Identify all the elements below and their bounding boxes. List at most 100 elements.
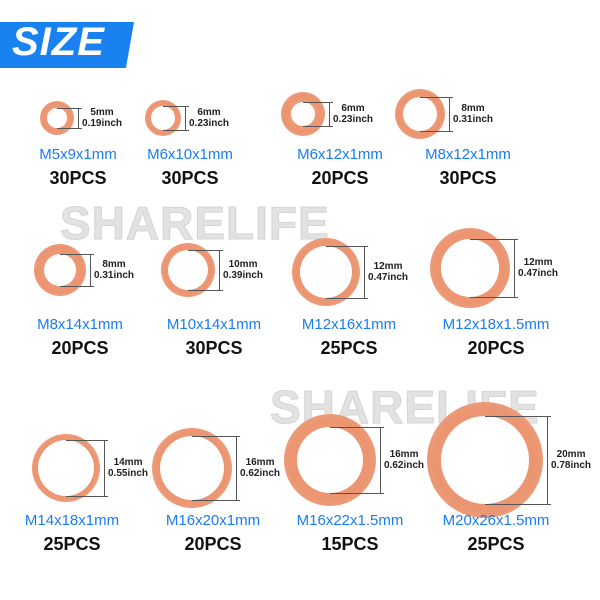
dimension-tick xyxy=(192,436,240,437)
washer-size: M14x18x1mm xyxy=(24,512,120,529)
dimension-tick xyxy=(66,440,108,441)
washer-quantity: 25PCS xyxy=(43,534,101,554)
inner-diameter-label: 14mm 0.55inch xyxy=(108,457,148,479)
diameter-mm: 16mm xyxy=(245,457,275,468)
washer-size: M16x22x1.5mm xyxy=(296,512,404,529)
dimension-tick xyxy=(192,500,240,501)
inner-diameter-label: 8mm 0.31inch xyxy=(94,259,134,281)
dimension-tick xyxy=(326,298,368,299)
diameter-mm: 8mm xyxy=(461,103,485,114)
copper-washer xyxy=(34,244,86,296)
diameter-inch: 0.31inch xyxy=(453,114,494,125)
diameter-mm: 20mm xyxy=(556,449,586,460)
copper-washer xyxy=(161,243,215,297)
copper-washer xyxy=(430,228,510,308)
dimension-tick xyxy=(60,254,94,255)
inner-diameter-label: 6mm 0.23inch xyxy=(333,103,373,125)
inner-diameter-label: 5mm 0.19inch xyxy=(82,107,122,129)
inner-diameter-label: 8mm 0.31inch xyxy=(453,103,493,125)
dimension-line xyxy=(547,416,548,504)
washer-quantity: 30PCS xyxy=(49,168,107,188)
dimension-line xyxy=(104,440,105,496)
washer-quantity: 30PCS xyxy=(185,338,243,358)
diameter-mm: 14mm xyxy=(113,457,143,468)
watermark-logo: SHARELIFE xyxy=(60,197,330,250)
washer-quantity: 30PCS xyxy=(161,168,219,188)
diameter-mm: 5mm xyxy=(90,107,114,118)
inner-diameter-label: 10mm 0.39inch xyxy=(223,259,263,281)
dimension-tick xyxy=(330,493,384,494)
diameter-mm: 6mm xyxy=(341,103,365,114)
inner-diameter-label: 20mm 0.78inch xyxy=(551,449,591,471)
diameter-mm: 8mm xyxy=(102,259,126,270)
dimension-tick xyxy=(420,131,453,132)
washer-size: M12x18x1.5mm xyxy=(442,316,550,333)
washer-hole xyxy=(297,427,363,493)
washer-hole xyxy=(441,416,529,504)
dimension-tick xyxy=(330,427,384,428)
copper-washer xyxy=(427,402,543,518)
copper-washer xyxy=(32,434,100,502)
dimension-tick xyxy=(66,496,108,497)
diameter-inch: 0.23inch xyxy=(189,118,230,129)
dimension-line xyxy=(185,106,186,130)
diameter-mm: 10mm xyxy=(228,259,258,270)
copper-washer xyxy=(152,428,232,508)
copper-washer xyxy=(281,92,325,136)
washer-hole xyxy=(291,102,315,126)
size-title: SIZE xyxy=(12,20,105,64)
washer-hole xyxy=(168,250,208,290)
diameter-inch: 0.62inch xyxy=(384,460,425,471)
washer-quantity: 20PCS xyxy=(311,168,369,188)
dimension-line xyxy=(380,427,381,493)
dimension-tick xyxy=(470,297,518,298)
dimension-tick xyxy=(188,250,223,251)
washer-size: M10x14x1mm xyxy=(166,316,262,333)
copper-washer xyxy=(284,414,376,506)
diameter-inch: 0.47inch xyxy=(368,272,409,283)
washer-size: M6x10x1mm xyxy=(147,146,233,163)
dimension-tick xyxy=(470,239,518,240)
dimension-line xyxy=(219,250,220,290)
washer-size: M5x9x1mm xyxy=(39,146,117,163)
dimension-tick xyxy=(326,246,368,247)
diameter-inch: 0.31inch xyxy=(94,270,135,281)
washer-quantity: 15PCS xyxy=(321,534,379,554)
inner-diameter-label: 16mm 0.62inch xyxy=(240,457,280,479)
dimension-line xyxy=(329,102,330,126)
washer-hole xyxy=(151,106,175,130)
dimension-tick xyxy=(57,108,82,109)
inner-diameter-label: 16mm 0.62inch xyxy=(384,449,424,471)
dimension-tick xyxy=(485,504,551,505)
washer-quantity: 30PCS xyxy=(439,168,497,188)
washer-hole xyxy=(403,97,437,131)
inner-diameter-label: 12mm 0.47inch xyxy=(368,261,408,283)
washer-quantity: 20PCS xyxy=(467,338,525,358)
dimension-line xyxy=(236,436,237,500)
washer-quantity: 20PCS xyxy=(184,534,242,554)
washer-hole xyxy=(44,254,76,286)
inner-diameter-label: 12mm 0.47inch xyxy=(518,257,558,279)
washer-size: M16x20x1mm xyxy=(165,512,261,529)
diameter-mm: 6mm xyxy=(197,107,221,118)
washer-hole xyxy=(300,246,352,298)
diameter-inch: 0.19inch xyxy=(82,118,123,129)
dimension-line xyxy=(90,254,91,286)
dimension-tick xyxy=(485,416,551,417)
dimension-tick xyxy=(303,126,333,127)
dimension-tick xyxy=(420,97,453,98)
dimension-tick xyxy=(303,102,333,103)
washer-size: M20x26x1.5mm xyxy=(442,512,550,529)
dimension-tick xyxy=(57,128,82,129)
diameter-inch: 0.78inch xyxy=(551,460,592,471)
diameter-inch: 0.55inch xyxy=(108,468,149,479)
washer-hole xyxy=(160,436,224,500)
dimension-line xyxy=(514,239,515,297)
diameter-inch: 0.47inch xyxy=(518,268,559,279)
dimension-tick xyxy=(60,286,94,287)
washer-size: M6x12x1mm xyxy=(297,146,383,163)
washer-size: M12x16x1mm xyxy=(301,316,397,333)
washer-quantity: 25PCS xyxy=(320,338,378,358)
copper-washer xyxy=(292,238,360,306)
